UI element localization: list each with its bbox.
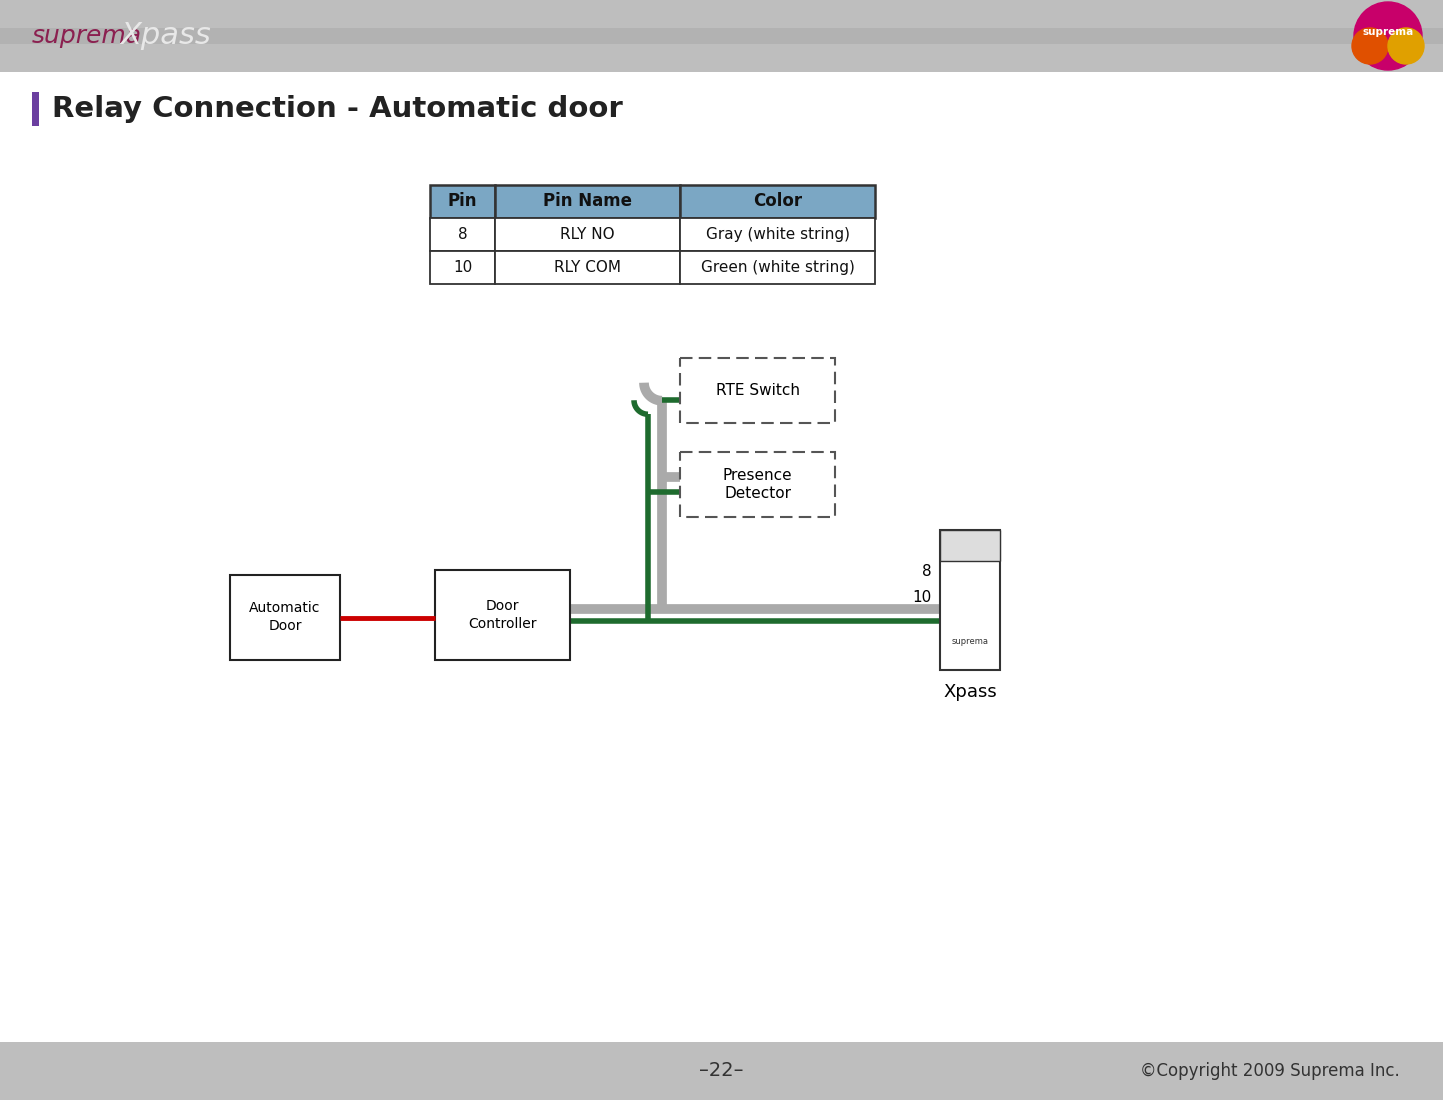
Bar	[680, 185, 874, 218]
Bar	[434, 570, 570, 660]
Bar	[430, 251, 495, 284]
Text: suprema: suprema	[951, 638, 988, 647]
Bar	[680, 452, 835, 517]
Text: Door: Door	[486, 600, 519, 613]
Text: 10: 10	[913, 590, 932, 605]
Text: Gray (white string): Gray (white string)	[706, 227, 850, 242]
Text: –22–: –22–	[698, 1062, 743, 1080]
Bar	[680, 358, 835, 424]
Text: 8: 8	[922, 564, 932, 580]
Bar	[680, 251, 874, 284]
Bar	[0, 0, 1443, 72]
Text: Xpass: Xpass	[944, 683, 997, 701]
Bar	[495, 218, 680, 251]
Bar	[0, 28, 1443, 44]
Text: RTE Switch: RTE Switch	[716, 383, 799, 398]
Bar	[495, 185, 680, 218]
Text: Automatic: Automatic	[250, 602, 320, 616]
Bar	[430, 218, 495, 251]
Text: suprema: suprema	[1362, 28, 1414, 37]
Text: 8: 8	[457, 227, 468, 242]
Bar	[430, 185, 495, 218]
Bar	[495, 251, 680, 284]
Text: RLY NO: RLY NO	[560, 227, 615, 242]
Text: Pin: Pin	[447, 192, 478, 210]
Text: ©Copyright 2009 Suprema Inc.: ©Copyright 2009 Suprema Inc.	[1140, 1062, 1400, 1080]
Bar	[939, 530, 1000, 670]
Text: RLY COM: RLY COM	[554, 260, 620, 275]
Bar	[680, 218, 874, 251]
Circle shape	[1352, 28, 1388, 64]
Bar	[0, 1042, 1443, 1100]
Text: suprema: suprema	[32, 24, 141, 48]
Text: Relay Connection - Automatic door: Relay Connection - Automatic door	[52, 95, 623, 123]
Bar	[939, 530, 1000, 561]
Text: Color: Color	[753, 192, 802, 210]
Text: Pin Name: Pin Name	[543, 192, 632, 210]
Circle shape	[1388, 28, 1424, 64]
Bar	[32, 92, 39, 126]
Text: Xpass: Xpass	[120, 22, 211, 51]
Text: Green (white string): Green (white string)	[700, 260, 854, 275]
Text: Controller: Controller	[468, 617, 537, 631]
Text: Door: Door	[268, 619, 302, 634]
Text: Presence: Presence	[723, 468, 792, 483]
Circle shape	[1354, 2, 1421, 70]
Bar	[229, 575, 341, 660]
Text: Detector: Detector	[724, 486, 791, 500]
Text: 10: 10	[453, 260, 472, 275]
